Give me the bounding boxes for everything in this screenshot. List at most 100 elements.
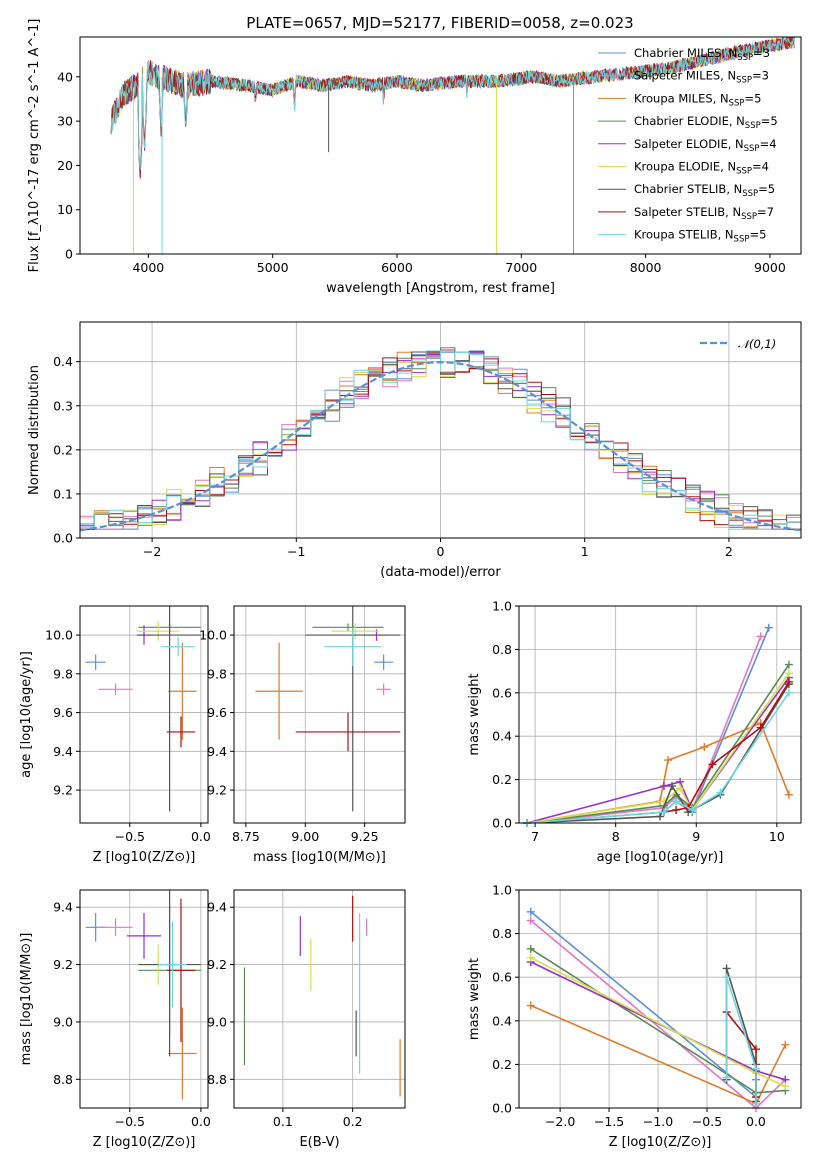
x-tick-label: 9.25 bbox=[351, 829, 379, 844]
weight-line-kroupa_stelib bbox=[725, 976, 757, 1104]
y-tick-label: 9.6 bbox=[207, 705, 227, 720]
x-axis-label: wavelength [Angstrom, rest frame] bbox=[326, 281, 555, 296]
x-tick-label: −1 bbox=[287, 544, 305, 559]
plot-frame bbox=[233, 889, 406, 1109]
y-axis-label: age [log10(age/yr)] bbox=[19, 651, 34, 778]
x-tick-label: 0.1 bbox=[273, 1114, 293, 1129]
weight-marker-chabrier_elodie bbox=[526, 944, 535, 953]
figure-title: PLATE=0657, MJD=52177, FIBERID=0058, z=0… bbox=[246, 14, 633, 32]
x-tick-label: 1 bbox=[581, 544, 589, 559]
weight-marker-kroupa_miles bbox=[526, 1001, 535, 1010]
y-axis-label: mass weight bbox=[467, 958, 482, 1040]
weight-marker-kroupa_stelib bbox=[660, 808, 669, 817]
x-tick-label: −0.5 bbox=[115, 1114, 145, 1129]
x-tick-label: 0.0 bbox=[191, 1114, 211, 1129]
x-tick-label: −2 bbox=[143, 544, 161, 559]
x-axis-label: age [log10(age/yr)] bbox=[597, 850, 724, 865]
y-tick-label: 10.0 bbox=[45, 628, 73, 643]
y-tick-label: 0.1 bbox=[53, 486, 73, 501]
legend-subscript: SSP bbox=[745, 121, 761, 131]
weight-marker-kroupa_stelib bbox=[751, 1099, 760, 1108]
weight-line-chabrier_elodie bbox=[526, 664, 790, 824]
x-axis-label: Z [log10(Z/Z⊙)] bbox=[609, 1135, 712, 1150]
weight-marker-chabrier_miles bbox=[526, 907, 535, 916]
y-tick-label: 1.0 bbox=[492, 883, 512, 898]
weight-marker-chabrier_stelib bbox=[722, 964, 731, 973]
weight-marker-kroupa_elodie bbox=[784, 669, 793, 678]
legend-value: =5 bbox=[761, 114, 778, 128]
x-tick-label: 8.75 bbox=[232, 829, 260, 844]
mass-weight-vs-metallicity-panel: −2.0 −1.5 −1.0 −0.5 0.0 0.0 0.2 0.4 0.6 0.8 1.0 Z [… bbox=[467, 883, 802, 1150]
y-tick-label: 9.2 bbox=[207, 783, 227, 798]
y-tick-label: 9.6 bbox=[53, 705, 73, 720]
age-vs-mass-panel: 8.75 9.00 9.25 9.2 9.4 9.6 9.8 10.0 mass [log10(… bbox=[199, 605, 406, 865]
legend-subscript: SSP bbox=[741, 212, 757, 222]
y-axis-label: mass [log10(M/M⊙)] bbox=[19, 933, 34, 1066]
y-tick-label: 9.4 bbox=[53, 900, 73, 915]
x-tick-label: 6000 bbox=[381, 260, 413, 275]
weight-marker-kroupa_stelib bbox=[688, 805, 697, 814]
x-tick-label: 7 bbox=[531, 829, 539, 844]
legend-text: Chabrier MILES, N bbox=[634, 46, 737, 60]
legend-subscript: SSP bbox=[742, 189, 758, 199]
weight-marker-kroupa_stelib bbox=[784, 688, 793, 697]
y-axis-label: Flux [f_λ10^-17 erg cm^-2 s^-1 A^-1] bbox=[27, 19, 42, 273]
weight-marker-kroupa_stelib bbox=[722, 1073, 731, 1082]
legend-text: Kroupa MILES, N bbox=[634, 91, 729, 105]
legend-value: =3 bbox=[753, 46, 770, 60]
y-tick-label: 9.4 bbox=[207, 900, 227, 915]
x-tick-label: 9 bbox=[692, 829, 700, 844]
weight-marker-kroupa_elodie bbox=[676, 784, 685, 793]
x-tick-label: 8000 bbox=[630, 260, 662, 275]
weight-marker-kroupa_stelib bbox=[722, 973, 731, 982]
spectrum-panel: 4000 5000 6000 7000 8000 9000 0 10 20 30 40 wavelen… bbox=[27, 19, 802, 296]
plot-frame bbox=[233, 605, 406, 824]
plot-frame bbox=[79, 321, 802, 539]
weight-line-kroupa_stelib bbox=[527, 692, 790, 824]
x-tick-label: −2.0 bbox=[545, 1114, 575, 1129]
x-axis-label: (data-model)/error bbox=[380, 565, 501, 580]
legend-label: Chabrier MILES, NSSP=3 bbox=[634, 46, 770, 63]
y-tick-label: 9.8 bbox=[53, 666, 73, 681]
legend-text: Salpeter MILES, N bbox=[634, 69, 736, 83]
y-tick-label: 0.8 bbox=[492, 926, 512, 941]
y-tick-label: 0.6 bbox=[492, 970, 512, 985]
y-axis-label: Normed distribution bbox=[27, 365, 42, 495]
y-tick-label: 9.4 bbox=[53, 744, 73, 759]
y-tick-label: 0.0 bbox=[53, 531, 73, 546]
weight-marker-kroupa_stelib bbox=[716, 788, 725, 797]
legend-label: Kroupa ELODIE, NSSP=4 bbox=[634, 160, 769, 177]
spectrum-line-kroupa_stelib bbox=[110, 37, 795, 171]
x-tick-label: 9000 bbox=[754, 260, 786, 275]
legend-value: =4 bbox=[760, 137, 777, 151]
legend-value: =4 bbox=[752, 160, 769, 174]
plot-frame bbox=[518, 605, 802, 824]
y-tick-label: 0.2 bbox=[492, 1057, 512, 1072]
residuals-panel: −2 −1 0 1 2 0.0 0.1 0.2 0.3 0.4 (data-model)/error… bbox=[27, 321, 802, 580]
weight-marker-kroupa_miles bbox=[784, 790, 793, 799]
legend-value: =5 bbox=[758, 182, 775, 196]
y-tick-label: 8.8 bbox=[53, 1072, 73, 1087]
x-tick-label: 9.00 bbox=[291, 829, 319, 844]
weight-marker-chabrier_miles bbox=[764, 623, 773, 632]
weight-marker-salpeter_stelib bbox=[708, 760, 717, 769]
mass-vs-ebv-panel: 0.1 0.2 8.8 9.0 9.2 9.4 E(B-V) bbox=[207, 889, 406, 1150]
plot-frame bbox=[79, 605, 209, 824]
x-tick-label: 0.0 bbox=[191, 829, 211, 844]
weight-marker-kroupa_elodie bbox=[526, 953, 535, 962]
y-tick-label: 10 bbox=[57, 202, 73, 217]
x-tick-label: 0.0 bbox=[746, 1114, 766, 1129]
y-tick-label: 0.8 bbox=[492, 642, 512, 657]
x-axis-label: mass [log10(M/M⊙)] bbox=[253, 850, 386, 865]
y-axis-label: mass weight bbox=[467, 673, 482, 755]
weight-marker-salpeter_elodie bbox=[660, 782, 669, 791]
histogram-kroupa_stelib bbox=[80, 350, 801, 530]
legend-text: Chabrier ELODIE, N bbox=[634, 114, 745, 128]
y-tick-label: 9.2 bbox=[53, 783, 73, 798]
y-tick-label: 9.2 bbox=[207, 957, 227, 972]
y-tick-label: 0.2 bbox=[53, 442, 73, 457]
legend-value: =3 bbox=[752, 69, 769, 83]
legend-subscript: SSP bbox=[744, 144, 760, 154]
